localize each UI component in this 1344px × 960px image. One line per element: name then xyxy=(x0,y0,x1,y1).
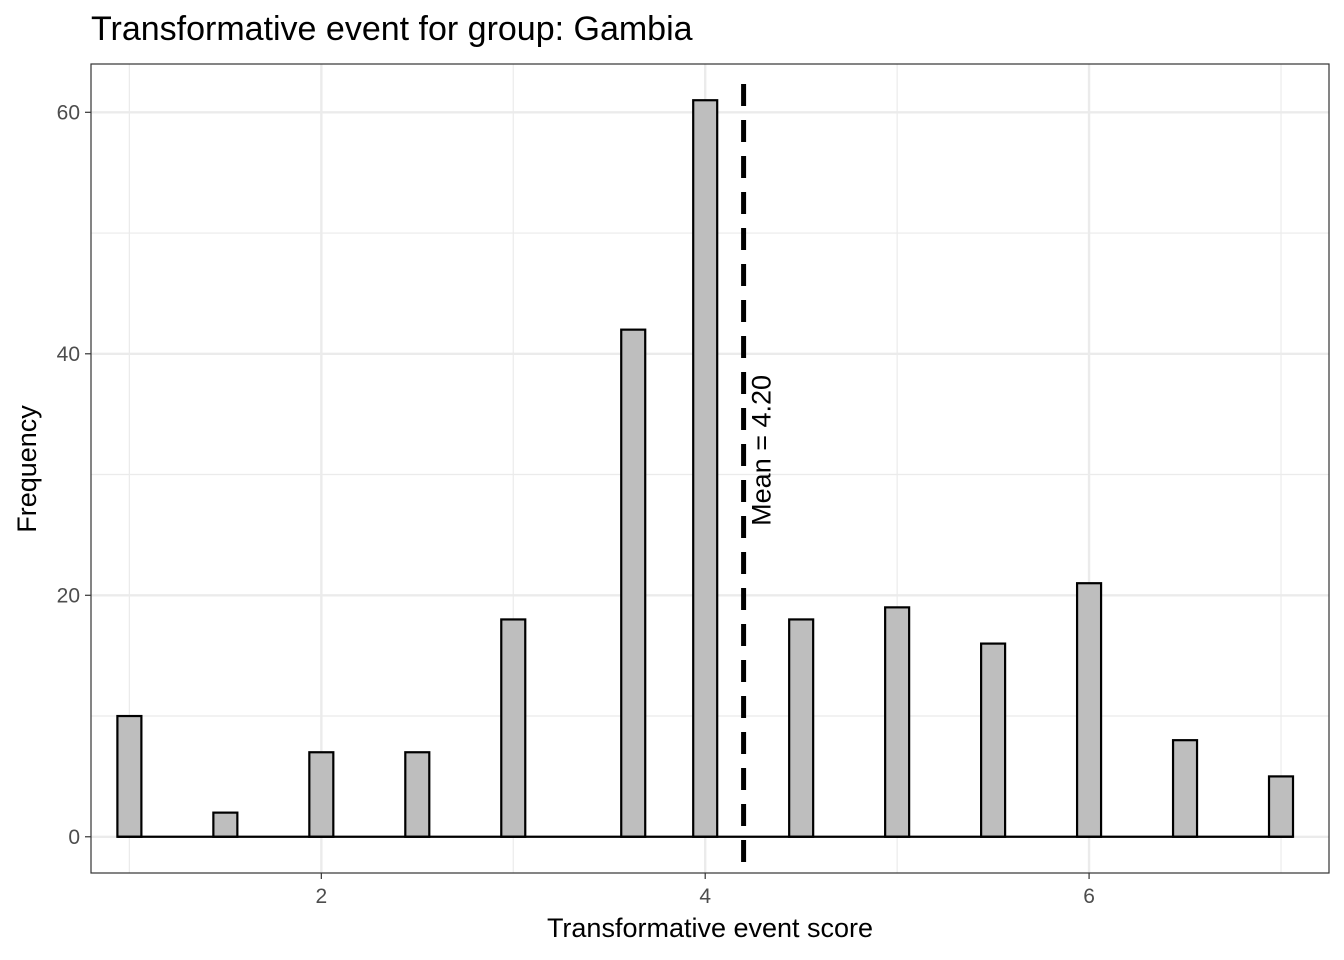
histogram-bar xyxy=(500,618,527,838)
histogram-bar xyxy=(692,99,719,838)
mean-label: Mean = 4.20 xyxy=(747,375,777,526)
bars xyxy=(116,99,1295,838)
histogram-bar xyxy=(1267,775,1295,838)
x-tick-label: 2 xyxy=(315,885,327,908)
histogram-bar xyxy=(308,751,335,838)
y-tick-label: 20 xyxy=(57,584,80,607)
panel-border xyxy=(90,63,1330,874)
histogram-bar xyxy=(980,642,1007,838)
histogram-bar xyxy=(212,811,239,838)
histogram-bar xyxy=(1075,582,1103,838)
x-tick-label: 4 xyxy=(699,885,711,908)
axis-ticks: 0 20 40 60 2 4 6 xyxy=(57,101,1095,908)
mean-line-group: Mean = 4.20 xyxy=(741,84,777,873)
histogram-bar xyxy=(788,618,815,838)
histogram-bar xyxy=(404,751,431,838)
histogram-bar xyxy=(620,328,647,838)
histogram-bar xyxy=(116,714,143,838)
y-tick-label: 60 xyxy=(57,101,80,124)
chart-title: Transformative event for group: Gambia xyxy=(91,10,693,48)
y-axis-title: Frequency xyxy=(12,405,42,533)
x-axis-title: Transformative event score xyxy=(547,913,873,943)
y-tick-label: 0 xyxy=(68,826,80,849)
y-tick-label: 40 xyxy=(57,343,80,366)
histogram-bar xyxy=(1171,739,1199,838)
histogram-bar xyxy=(884,606,911,838)
x-tick-label: 6 xyxy=(1083,885,1095,908)
